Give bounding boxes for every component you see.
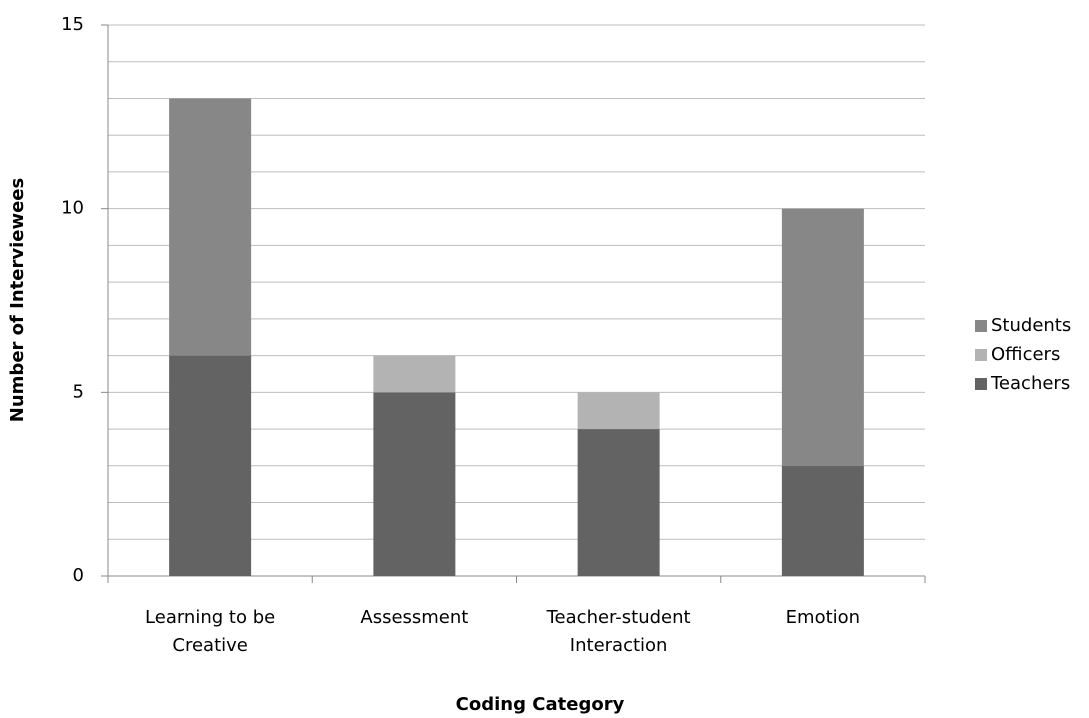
x-tick-label: Learning to be Creative	[145, 607, 276, 656]
y-tick-label: 10	[61, 198, 84, 219]
x-axis-title: Coding Category	[456, 694, 625, 715]
bar-segment	[781, 208, 864, 466]
x-tick-label: Assessment	[360, 607, 469, 628]
y-tick-label: 15	[61, 14, 84, 35]
bar-segment	[373, 392, 456, 576]
y-tick-label: 0	[73, 565, 84, 586]
y-axis-title: Number of Interviewees	[7, 178, 28, 422]
bar-segment	[373, 355, 456, 393]
legend-label: Officers	[991, 344, 1060, 365]
legend-label: Students	[991, 315, 1071, 336]
x-tick-label: Emotion	[785, 607, 861, 628]
legend-swatch	[975, 378, 987, 390]
bar-segment	[169, 98, 252, 356]
x-tick-label: Teacher-student Interaction	[546, 607, 691, 656]
legend-swatch	[975, 320, 987, 332]
bar-segment	[577, 429, 660, 576]
bar-segment	[577, 392, 660, 430]
legend-swatch	[975, 349, 987, 361]
bar-segment	[169, 355, 252, 576]
y-tick-label: 5	[73, 381, 84, 402]
bar-segment	[781, 465, 864, 576]
legend-label: Teachers	[990, 373, 1070, 394]
